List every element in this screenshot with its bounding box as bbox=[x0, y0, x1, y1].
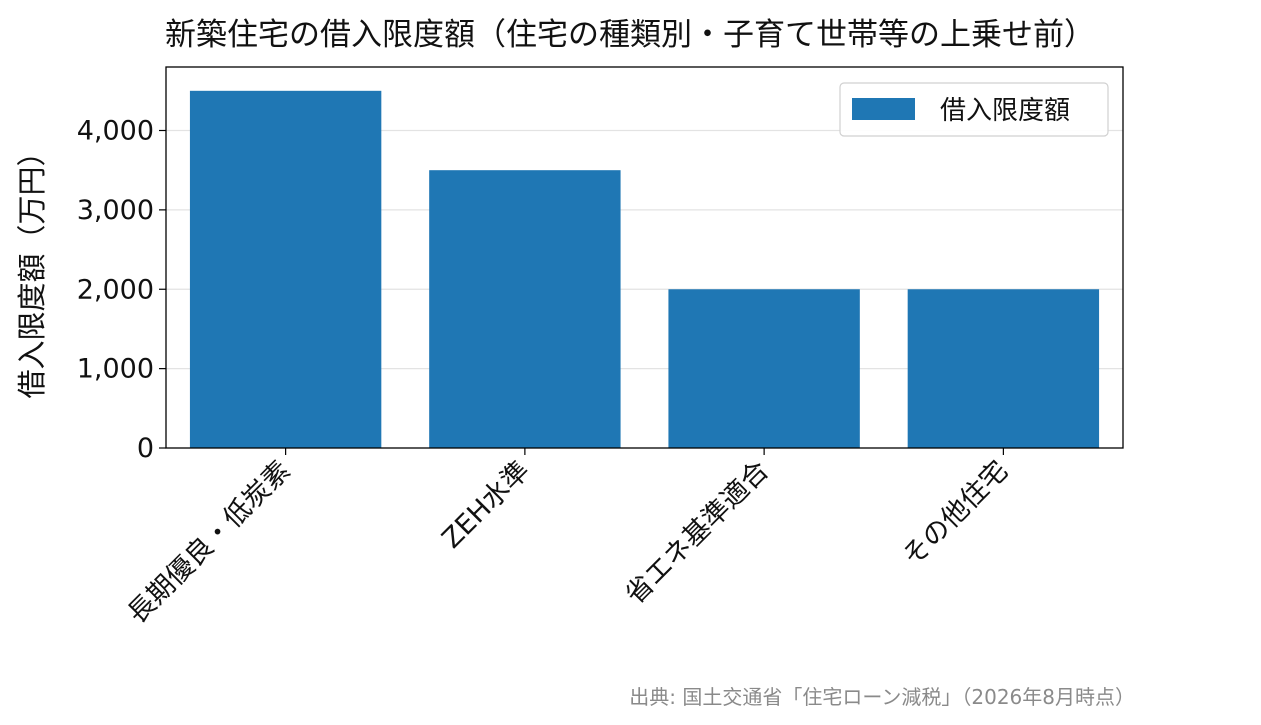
y-tick-label: 0 bbox=[137, 433, 154, 464]
y-tick-label: 4,000 bbox=[77, 116, 154, 147]
x-tick-label: その他住宅 bbox=[897, 455, 1014, 572]
bar-layer bbox=[189, 90, 1100, 448]
x-tick-label: ZEH水準 bbox=[436, 455, 536, 555]
bar-1 bbox=[189, 90, 382, 448]
plot-frame bbox=[165, 66, 1124, 449]
y-axis-label: 借入限度額（万円） bbox=[15, 137, 49, 398]
legend: 借入限度額 bbox=[839, 82, 1109, 137]
source-note: 出典: 国土交通省「住宅ローン減税」（2026年8月時点） bbox=[629, 685, 1135, 709]
chart-title: 新築住宅の借入限度額（住宅の種類別・子育て世帯等の上乗せ前） bbox=[165, 17, 1095, 53]
legend-box bbox=[839, 82, 1109, 137]
y-tick-label: 2,000 bbox=[77, 274, 154, 305]
bar-2 bbox=[429, 170, 621, 448]
legend-label: 借入限度額 bbox=[940, 96, 1070, 126]
y-tick-label: 3,000 bbox=[77, 195, 154, 226]
legend-swatch bbox=[852, 98, 915, 120]
y-tick-label: 1,000 bbox=[77, 354, 154, 385]
axis-layer bbox=[165, 66, 1124, 449]
x-tick-label: 長期優良・低炭素 bbox=[122, 455, 297, 630]
x-tick-label: 省エネ基準適合 bbox=[620, 455, 776, 611]
bar-3 bbox=[668, 289, 860, 448]
plot-area: 0 1,000 2,000 3,000 4,000 長期優良・低炭素 ZEH水準 省エネ基準適… bbox=[77, 66, 1124, 630]
bar-4 bbox=[907, 289, 1100, 448]
